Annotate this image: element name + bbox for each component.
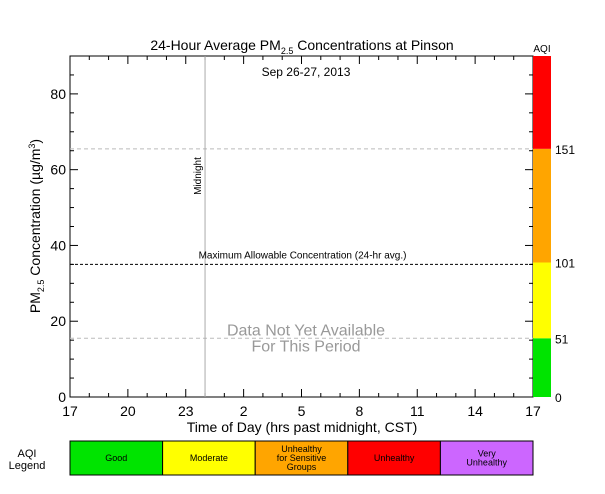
- y-tick-label: 60: [50, 162, 66, 178]
- legend-label: Unhealthy: [466, 458, 507, 468]
- y-tick-label: 80: [50, 86, 66, 102]
- legend-title-line1: AQI: [18, 448, 37, 460]
- legend-label: Unhealthy: [374, 453, 415, 463]
- aqi-bar-segment: [533, 338, 551, 397]
- x-tick-label: 5: [298, 403, 306, 419]
- aqi-bar-label: 151: [555, 143, 575, 157]
- x-tick-label: 17: [525, 403, 541, 419]
- chart-subtitle: Sep 26-27, 2013: [262, 65, 351, 79]
- legend-label: for Sensitive: [277, 453, 327, 463]
- legend-label: Unhealthy: [281, 444, 322, 454]
- chart-title: 24-Hour Average PM2.5 Concentrations at …: [150, 37, 453, 56]
- aqi-bar-label: 51: [555, 332, 569, 346]
- x-tick-label: 2: [240, 403, 248, 419]
- legend-label: Good: [105, 453, 127, 463]
- legend-box: [254, 440, 349, 476]
- y-tick-label: 40: [50, 237, 66, 253]
- aqi-bar-segment: [533, 56, 551, 149]
- grid-layer: [70, 148, 533, 339]
- max-allowable-label: Maximum Allowable Concentration (24-hr a…: [199, 250, 407, 261]
- aqi-bar-segment: [533, 262, 551, 339]
- x-axis-label: Time of Day (hrs past midnight, CST): [187, 419, 418, 435]
- aqi-bar-segment: [533, 148, 551, 263]
- legend-title-line2: Legend: [9, 460, 46, 472]
- x-tick-label: 14: [467, 403, 483, 419]
- y-tick-label: 0: [58, 389, 66, 405]
- y-tick-label: 20: [50, 313, 66, 329]
- legend-label: Very: [478, 449, 497, 459]
- y-axis-label: PM2.5 Concentration (µg/m3): [27, 139, 46, 313]
- x-tick-label: 20: [120, 403, 136, 419]
- aqi-bar-label: 0: [555, 391, 562, 405]
- x-tick-label: 8: [355, 403, 363, 419]
- aqi-axis-title: AQI: [533, 44, 550, 55]
- midnight-label: Midnight: [193, 157, 204, 195]
- no-data-line-1: Data Not Yet Available: [227, 322, 385, 339]
- legend-box: [347, 440, 441, 476]
- legend-box: [439, 440, 534, 476]
- no-data-line-2: For This Period: [251, 338, 360, 355]
- x-tick-label: 23: [178, 403, 194, 419]
- tick-layer: 0 20 40 60 80 17 20 23 2 5 8 11 14 17: [50, 56, 541, 419]
- legend-label: Groups: [287, 462, 317, 472]
- x-tick-label: 17: [62, 403, 78, 419]
- legend-label: Moderate: [190, 453, 228, 463]
- aqi-bar-label: 101: [555, 256, 575, 270]
- aqi-bar: 0 51 101 151: [533, 56, 575, 405]
- legend-box: [69, 440, 164, 476]
- x-tick-label: 11: [410, 403, 425, 419]
